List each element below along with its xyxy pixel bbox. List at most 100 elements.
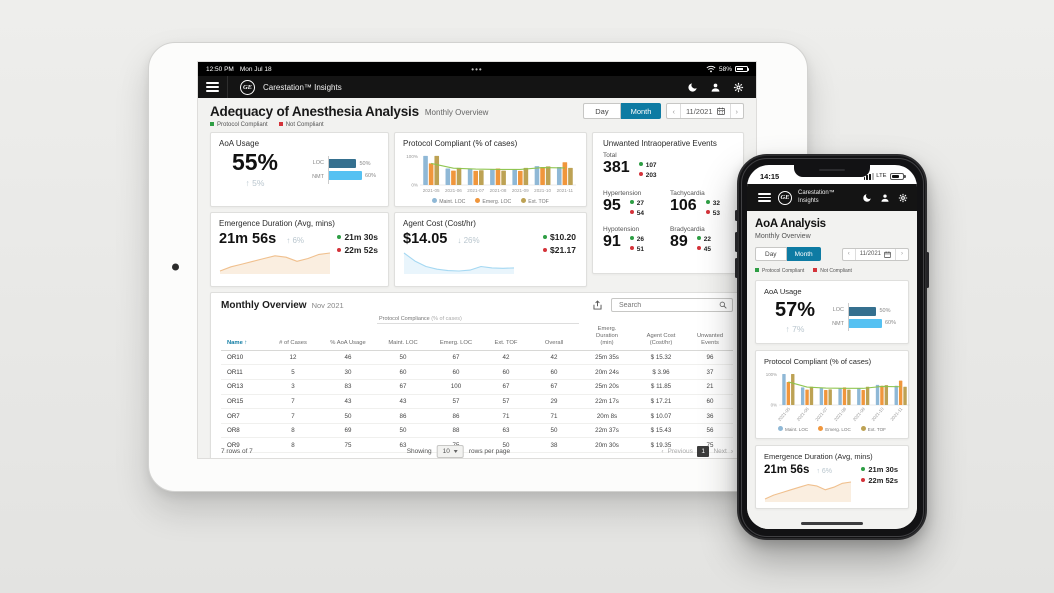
table-cell: OR8 <box>227 427 240 435</box>
agent-cost-sparkline <box>403 252 515 274</box>
column-header-6: Overall <box>544 339 564 346</box>
table-cell: 3 <box>291 383 295 391</box>
agent-cost-delta: ↓ 26% <box>457 236 480 245</box>
phone-day-button[interactable]: Day <box>755 247 787 261</box>
page-title: Adequacy of Anesthesia Analysis <box>210 103 419 119</box>
table-cell: 43 <box>399 397 407 405</box>
phone-protocol-card: Protocol Compliant (% of cases) 100% 0% 20… <box>755 350 910 439</box>
table-cell: $ 15.43 <box>650 427 672 435</box>
phone-app-title-line2: Insights <box>798 197 819 204</box>
calendar-icon[interactable] <box>716 107 725 115</box>
table-row-or15[interactable]: OR15 7 43 43 57 57 29 22m 17s $ 17.21 60 <box>221 395 733 410</box>
phone-emergence-sparkline <box>764 481 852 502</box>
table-cell: 75 <box>344 441 352 449</box>
column-header-9: Unwanted Events <box>696 332 724 346</box>
phone-dark-mode-moon-icon[interactable] <box>862 193 872 203</box>
table-row-or13[interactable]: OR13 3 83 67 100 67 67 25m 20s $ 11.85 21 <box>221 380 733 395</box>
nmt-bar <box>328 171 362 180</box>
status-date: Mon Jul 18 <box>239 65 272 73</box>
compliant-legend-swatch <box>210 122 214 126</box>
day-month-toggle: Day Month <box>583 103 662 119</box>
next-button[interactable]: Next <box>713 447 727 455</box>
svg-text:2021-08: 2021-08 <box>490 188 507 193</box>
table-cell: OR10 <box>227 354 244 362</box>
phone-ge-logo-icon: GE <box>778 190 792 205</box>
dark-mode-moon-icon[interactable] <box>687 82 698 93</box>
agent-cost-value: $14.05 <box>403 231 448 247</box>
event-stat-hypertension: Hypertension 95 27 54 <box>603 190 645 218</box>
phone-month-button[interactable]: Month <box>786 247 821 261</box>
tablet-status-bar: 12:50 PM Mon Jul 18 ••• 58% <box>198 62 756 76</box>
phone-screen: 14:15 LTE GE Carestation™ Insights <box>747 165 917 529</box>
table-row-or11[interactable]: OR11 5 30 60 60 60 60 20m 24s $ 3.96 37 <box>221 365 733 381</box>
table-cell: 50 <box>399 427 407 435</box>
svg-text:0%: 0% <box>411 183 418 188</box>
previous-button[interactable]: Previous <box>667 447 693 455</box>
phone-aoa-mini-bar-chart: LOC NMT 50% 60% <box>832 303 896 331</box>
phone-user-icon[interactable] <box>880 193 890 203</box>
table-cell: 43 <box>344 397 352 405</box>
table-cell: 71 <box>502 412 510 420</box>
table-cell: 60 <box>550 368 558 376</box>
table-row-or8[interactable]: OR8 8 69 50 88 63 50 22m 37s $ 15.43 56 <box>221 424 733 439</box>
column-header-name[interactable]: Name ↑ <box>227 339 248 346</box>
emergence-red: 22m 52s <box>344 244 378 255</box>
month-button[interactable]: Month <box>620 103 662 119</box>
phone-nmt-bar <box>848 318 882 328</box>
events-total-label: Total <box>603 152 617 159</box>
gear-icon[interactable] <box>733 82 744 93</box>
phone-protocol-chart: 100% 0%2021-05 2021-06 2021-07 2021-08 2021-0… <box>766 372 910 422</box>
date-prev-icon[interactable]: ‹ <box>667 104 681 118</box>
table-cell: OR15 <box>227 397 244 405</box>
table-cell: 21 <box>706 383 714 391</box>
table-row-or7[interactable]: OR7 7 50 86 86 71 71 20m 8s $ 10.07 36 <box>221 409 733 424</box>
table-row-or10[interactable]: OR10 12 46 50 67 42 42 25m 35s $ 15.32 96 <box>221 351 733 366</box>
phone-date-value: 11/2021 <box>859 251 881 257</box>
table-body: OR10 12 46 50 67 42 42 25m 35s $ 15.32 96 OR11 5 30 6… <box>221 351 733 454</box>
column-header-2: % AoA Usage <box>330 339 366 346</box>
events-grid: Hypertension 95 27 54 Tachycardia 106 32 53 Hypo… <box>603 190 733 255</box>
agent-cost-title: Agent Cost (Cost/hr) <box>403 219 476 228</box>
phone-loc-bar-value: 50% <box>879 308 891 314</box>
table-cell: 83 <box>344 383 352 391</box>
svg-text:2021-11: 2021-11 <box>889 406 903 422</box>
menu-icon[interactable] <box>198 76 228 98</box>
table-cell: 60 <box>502 368 510 376</box>
column-header-3: Maint. LOC <box>388 339 418 346</box>
app-title: Carestation™ Insights <box>263 82 342 92</box>
next-chevron-icon[interactable]: › <box>730 447 733 455</box>
user-icon[interactable] <box>710 82 721 93</box>
tablet-app-bar: GE Carestation™ Insights <box>198 76 756 98</box>
search-input[interactable] <box>617 300 719 310</box>
table-header-row: Name ↑ # of Cases % AoA Usage Maint. LOC Eme… <box>221 324 733 351</box>
emergence-sparkline <box>219 252 331 274</box>
phone-menu-icon[interactable] <box>756 184 772 211</box>
svg-text:2021-06: 2021-06 <box>445 188 462 193</box>
protocol-compliant-chart: 100% 0% 2021-05 2021-06 2021-07 2021-08 2021-0… <box>406 154 576 193</box>
home-indicator[interactable] <box>801 521 863 525</box>
day-button[interactable]: Day <box>583 103 621 119</box>
not-compliant-legend-label: Not Compliant <box>285 122 324 128</box>
page-size-select[interactable]: 10 <box>436 444 464 458</box>
event-stat-tachycardia: Tachycardia 106 32 53 <box>670 190 720 218</box>
phone-notch <box>794 165 870 177</box>
date-value: 11/2021 <box>685 106 713 116</box>
agent-cost-card: Agent Cost (Cost/hr) $14.05 ↓ 26% $10.20… <box>394 212 587 287</box>
legend-item-ext-tof: Ext. TOF <box>521 198 549 205</box>
page-legend: Protocol Compliant Not Compliant <box>210 122 744 128</box>
phone-nmt-bar-value: 60% <box>884 320 896 326</box>
table-cell: 50 <box>550 427 558 435</box>
phone-date-prev-icon[interactable]: ‹ <box>843 248 856 260</box>
phone-date-next-icon[interactable]: › <box>895 248 908 260</box>
table-cell: 36 <box>706 412 714 420</box>
search-icon[interactable] <box>719 301 727 309</box>
date-next-icon[interactable]: › <box>729 104 744 118</box>
current-page-badge[interactable]: 1 <box>696 445 710 457</box>
page-subtitle: Monthly Overview <box>424 107 489 117</box>
export-icon[interactable] <box>592 299 603 311</box>
prev-chevron-icon[interactable]: ‹ <box>661 447 664 455</box>
phone-calendar-icon[interactable] <box>884 251 891 258</box>
phone-gear-icon[interactable] <box>898 193 908 203</box>
table-cell: 100 <box>450 383 462 391</box>
table-cell: 96 <box>706 354 714 362</box>
